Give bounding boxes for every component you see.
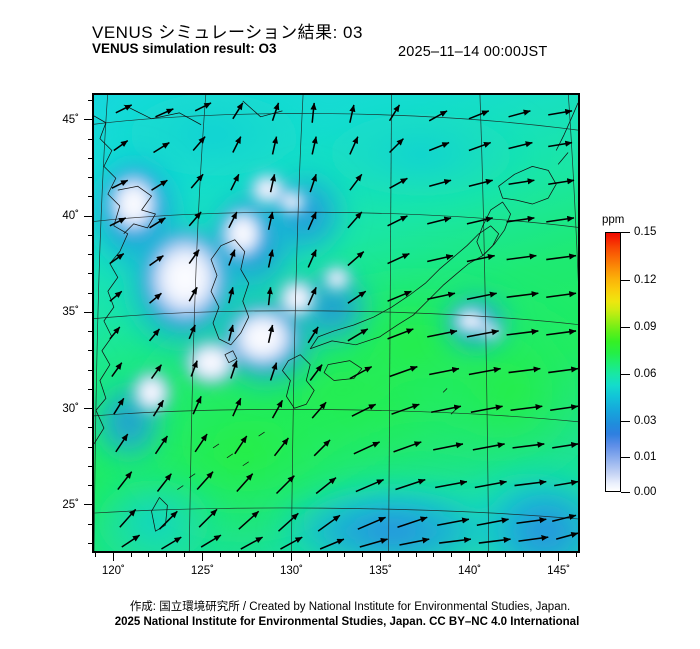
colorbar-tick-label: 0.12 — [634, 274, 657, 287]
footer-credit: 作成: 国立環境研究所 / Created by National Instit… — [129, 601, 571, 613]
x-tick-label: 140˚ — [458, 565, 482, 577]
colorbar-tick — [621, 373, 630, 376]
y-tick-major — [84, 311, 92, 313]
colorbar-tick-label: 0.09 — [634, 320, 657, 333]
x-tick-minor — [540, 553, 542, 557]
y-tick-label: 30˚ — [62, 402, 79, 415]
y-tick-minor — [88, 196, 92, 198]
y-tick-minor — [88, 485, 92, 487]
wind-vectors — [109, 102, 578, 550]
colorbar-tick — [621, 232, 630, 234]
colorbar-tick — [621, 420, 630, 422]
x-tick-minor — [575, 553, 577, 557]
y-tick-minor — [88, 138, 92, 140]
footer-license-text: 2025 National Institute for Environmenta… — [114, 616, 580, 628]
x-tick-minor — [95, 553, 97, 557]
x-tick-minor — [184, 553, 186, 557]
y-tick-minor — [88, 446, 92, 448]
colorbar-tick-label: 0.06 — [634, 367, 657, 380]
colorbar-tick — [621, 456, 630, 459]
x-tick-minor — [219, 553, 221, 557]
y-tick-minor — [88, 465, 92, 467]
map-plot-area — [92, 93, 580, 553]
x-tick-minor — [486, 553, 488, 557]
x-tick-minor — [397, 553, 399, 557]
page-title-english: VENUS simulation result: O3 — [92, 41, 277, 56]
y-tick-minor — [88, 350, 92, 352]
colorbar-tick — [621, 492, 630, 494]
x-tick-minor — [362, 553, 364, 557]
y-tick-minor — [88, 254, 92, 256]
x-tick-minor — [308, 553, 310, 557]
x-tick-minor — [504, 553, 506, 557]
x-tick-label: 145˚ — [547, 565, 571, 577]
colorbar-tick-label: 0.00 — [634, 486, 657, 498]
x-tick-label: 135˚ — [369, 565, 393, 577]
colorbar-tick-label: 0.01 — [634, 450, 657, 463]
y-tick-major — [84, 408, 92, 410]
footer-license: 2025 National Institute for Environmenta… — [0, 616, 700, 628]
y-tick-minor — [88, 388, 92, 390]
x-tick-minor — [273, 553, 275, 557]
x-tick-minor — [255, 553, 257, 557]
x-tick-label: 120˚ — [101, 565, 125, 577]
colorbar-gradient — [605, 232, 621, 492]
y-tick-label: 45˚ — [62, 113, 79, 126]
colorbar-tick-label: 0.15 — [634, 226, 657, 238]
colorbar-tick-label: 0.03 — [634, 414, 657, 427]
y-tick-major — [84, 504, 92, 506]
x-tick-major — [112, 553, 114, 561]
y-tick-minor — [88, 542, 92, 544]
timestamp-label: 2025–11–14 00:00JST — [398, 44, 548, 60]
y-tick-minor — [88, 292, 92, 294]
x-tick-label: 125˚ — [190, 565, 214, 577]
y-tick-minor — [88, 100, 92, 102]
x-tick-minor — [344, 553, 346, 557]
colorbar[interactable] — [605, 232, 621, 492]
x-tick-major — [558, 553, 560, 561]
x-tick-minor — [237, 553, 239, 557]
x-tick-label: 130˚ — [279, 565, 303, 577]
y-tick-label: 40˚ — [62, 210, 79, 223]
y-tick-label: 25˚ — [62, 498, 79, 511]
x-tick-minor — [148, 553, 150, 557]
y-tick-minor — [88, 523, 92, 525]
x-tick-major — [469, 553, 471, 561]
y-tick-minor — [88, 331, 92, 333]
y-tick-major — [84, 119, 92, 121]
x-tick-major — [201, 553, 203, 561]
colorbar-unit-label: ppm — [602, 214, 625, 226]
page-title-japanese: VENUS シミュレーション結果: 03 — [92, 23, 363, 42]
y-tick-label: 35˚ — [62, 306, 79, 319]
coastlines — [94, 100, 578, 532]
graticule — [94, 95, 578, 551]
x-tick-minor — [451, 553, 453, 557]
y-tick-minor — [88, 273, 92, 275]
x-tick-minor — [522, 553, 524, 557]
x-tick-minor — [130, 553, 132, 557]
x-tick-minor — [433, 553, 435, 557]
colorbar-tick — [621, 326, 630, 329]
map-svg — [94, 95, 578, 551]
y-tick-minor — [88, 427, 92, 429]
y-tick-minor — [88, 234, 92, 236]
y-tick-minor — [88, 369, 92, 371]
y-tick-major — [84, 215, 92, 217]
x-tick-minor — [166, 553, 168, 557]
colorbar-tick — [621, 280, 630, 282]
x-tick-minor — [415, 553, 417, 557]
x-tick-minor — [326, 553, 328, 557]
field-white-cores — [103, 168, 503, 417]
y-tick-minor — [88, 177, 92, 179]
x-tick-major — [290, 553, 292, 561]
x-tick-major — [380, 553, 382, 561]
y-tick-minor — [88, 157, 92, 159]
